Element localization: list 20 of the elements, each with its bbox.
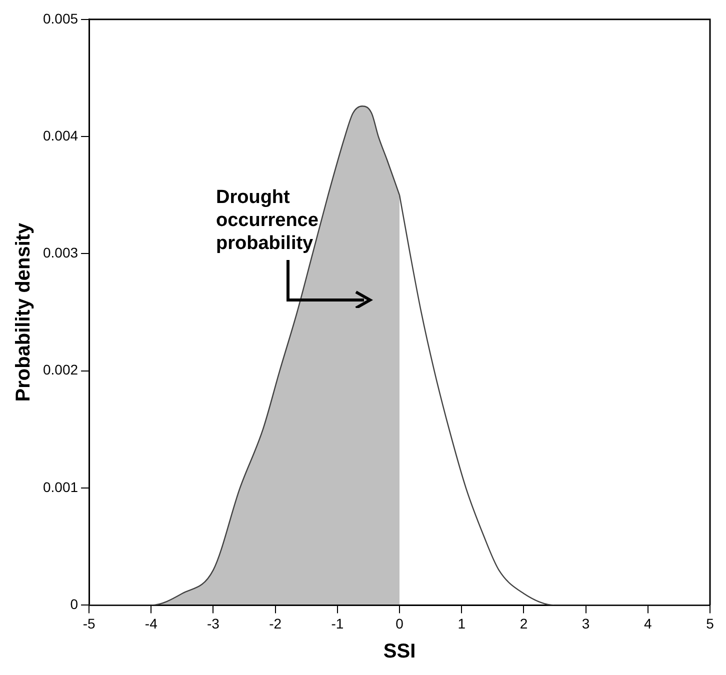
y-tick-label: 0.005 bbox=[42, 10, 78, 26]
annotation: Drought occurrence probability bbox=[216, 186, 320, 255]
y-tick-label: 0.004 bbox=[42, 127, 78, 144]
x-tick-label: 4 bbox=[644, 615, 652, 632]
x-axis-title: SSI bbox=[383, 640, 416, 663]
y-axis-title: Probability density bbox=[12, 222, 35, 402]
x-tick-label: 3 bbox=[582, 615, 590, 632]
x-tick-label: 2 bbox=[520, 615, 528, 632]
x-tick-label: -3 bbox=[207, 615, 220, 632]
x-tick-label: -2 bbox=[269, 615, 282, 632]
y-tick-label: 0.001 bbox=[42, 478, 78, 495]
y-tick-label: 0.002 bbox=[42, 362, 78, 378]
y-tick-label: 0.003 bbox=[42, 244, 78, 261]
x-tick-label: -5 bbox=[82, 615, 96, 632]
y-tick-label: 0 bbox=[70, 596, 78, 612]
x-tick-label: 0 bbox=[396, 615, 404, 632]
x-tick-label: -1 bbox=[331, 615, 344, 632]
x-tick-label: -4 bbox=[144, 615, 158, 632]
x-tick-label: 5 bbox=[706, 615, 714, 632]
x-tick-label: 1 bbox=[458, 615, 466, 632]
